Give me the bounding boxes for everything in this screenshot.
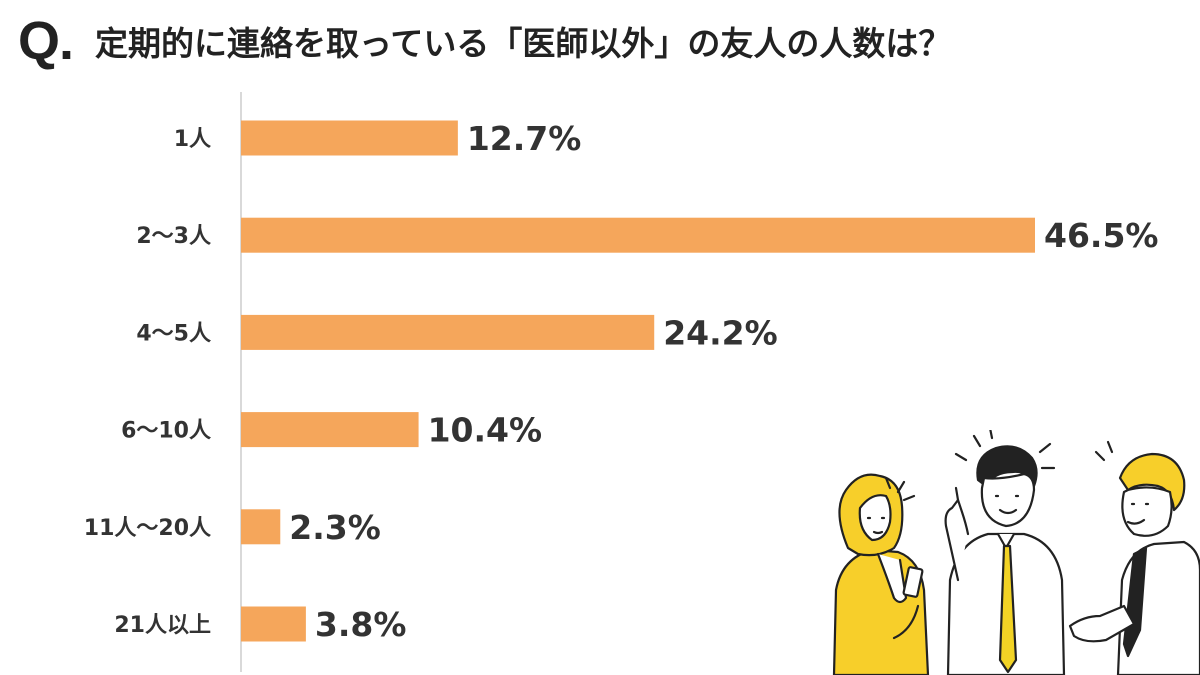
man-pointing-icon [944, 430, 1066, 675]
bar-2 [241, 217, 1035, 253]
category-label-4: 6〜10人 [121, 419, 211, 444]
bar-1 [241, 120, 458, 156]
value-labels-group: 12.7% 46.5% 24.2% 10.4% 2.3% 3.8% [289, 119, 1158, 644]
woman-with-phone-icon [832, 473, 930, 675]
category-label-5: 11人〜20人 [84, 516, 211, 541]
bar-5 [241, 509, 281, 545]
value-label-3: 24.2% [663, 313, 778, 352]
value-label-6: 3.8% [315, 605, 407, 644]
category-labels-group: 1人 2〜3人 4〜5人 6〜10人 11人〜20人 21人以上 [84, 127, 211, 638]
category-label-6: 21人以上 [114, 613, 211, 638]
man-gesturing-icon [1068, 440, 1200, 675]
bar-4 [241, 412, 419, 448]
question-mark-label: Q. [18, 11, 74, 71]
bar-6 [241, 606, 306, 642]
bars-group [241, 120, 1035, 642]
value-label-2: 46.5% [1044, 216, 1159, 255]
value-label-4: 10.4% [428, 411, 542, 450]
people-illustration [832, 430, 1200, 675]
chart-title: Q. 定期的に連絡を取っている「医師以外」の友人の人数は？ [18, 6, 951, 76]
value-label-5: 2.3% [289, 508, 381, 547]
category-label-2: 2〜3人 [136, 224, 211, 249]
value-label-1: 12.7% [467, 119, 582, 158]
category-label-3: 4〜5人 [136, 321, 211, 346]
category-label-1: 1人 [174, 127, 211, 152]
question-text: 定期的に連絡を取っている「医師以外」の友人の人数は？ [95, 24, 952, 63]
bar-3 [241, 314, 655, 350]
